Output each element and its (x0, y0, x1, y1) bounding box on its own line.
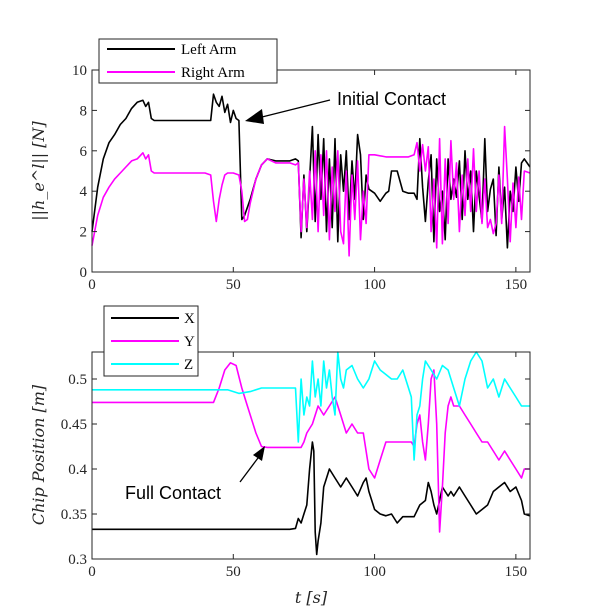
legend-z-label: Z (184, 357, 193, 373)
position-x-tick-label: 50 (226, 564, 241, 580)
force-x-tick-label: 0 (88, 277, 96, 293)
force-y-tick-label: 0 (80, 265, 88, 281)
position-y-tick-label: 0.35 (61, 507, 87, 523)
force-legend: Left Arm Right Arm (98, 38, 278, 84)
force-y-tick-label: 2 (80, 225, 88, 241)
position-legend: X Y Z (103, 305, 199, 377)
position-x-tick-label: 100 (363, 564, 386, 580)
position-series-line-x (92, 441, 531, 556)
force-series-group (91, 93, 531, 257)
force-y-tick-label: 8 (80, 103, 88, 119)
time-x-axis-label: t [s] (295, 588, 328, 607)
position-y-axis-label: Chip Position [m] (29, 384, 48, 525)
legend-right-arm-label: Right Arm (181, 65, 245, 81)
force-y-tick-label: 6 (80, 144, 88, 160)
initial-contact-arrow-head (245, 109, 264, 124)
force-series-line-right-arm (91, 125, 531, 257)
force-y-axis-label: ||h_e^l|| [N] (29, 121, 48, 221)
initial-contact-annotation: Initial Contact (245, 89, 446, 124)
force-plot-frame (91, 69, 531, 273)
legend-left-arm-label: Left Arm (181, 42, 237, 58)
legend-x-label: X (184, 311, 195, 327)
force-ticks: 0 50 100 150 0 2 4 6 8 10 (72, 63, 530, 293)
full-contact-text: Full Contact (125, 483, 221, 503)
position-y-tick-label: 0.4 (68, 462, 87, 478)
position-x-tick-label: 0 (88, 564, 96, 580)
force-x-tick-label: 50 (226, 277, 241, 293)
force-y-tick-label: 4 (80, 184, 88, 200)
position-y-tick-label: 0.45 (61, 417, 87, 433)
position-x-tick-label: 150 (505, 564, 528, 580)
position-series-line-y (92, 361, 530, 533)
force-legend-box (98, 38, 278, 84)
force-chart: 0 50 100 150 0 2 4 6 8 10 ||h_e^l|| [N] Left Arm … (29, 38, 531, 293)
position-chart: 0 50 100 150 0.3 0.35 0.4 0.45 0.5 Chip Position… (29, 305, 531, 607)
full-contact-arrow-head (253, 446, 265, 461)
force-x-tick-label: 100 (363, 277, 386, 293)
initial-contact-arrow-shaft (257, 99, 331, 119)
position-series-group (92, 351, 531, 556)
position-series-line-z (92, 351, 530, 461)
force-x-tick-label: 150 (505, 277, 528, 293)
position-y-tick-label: 0.5 (68, 372, 87, 388)
legend-y-label: Y (184, 334, 195, 350)
position-plot-frame (91, 351, 531, 560)
full-contact-arrow-shaft (239, 457, 259, 483)
position-ticks: 0 50 100 150 0.3 0.35 0.4 0.45 0.5 (61, 352, 530, 580)
initial-contact-text: Initial Contact (337, 89, 446, 109)
force-series-line-left-arm (91, 93, 531, 249)
position-y-tick-label: 0.3 (68, 552, 87, 568)
full-contact-annotation: Full Contact (125, 446, 265, 503)
force-y-tick-label: 10 (72, 63, 87, 79)
